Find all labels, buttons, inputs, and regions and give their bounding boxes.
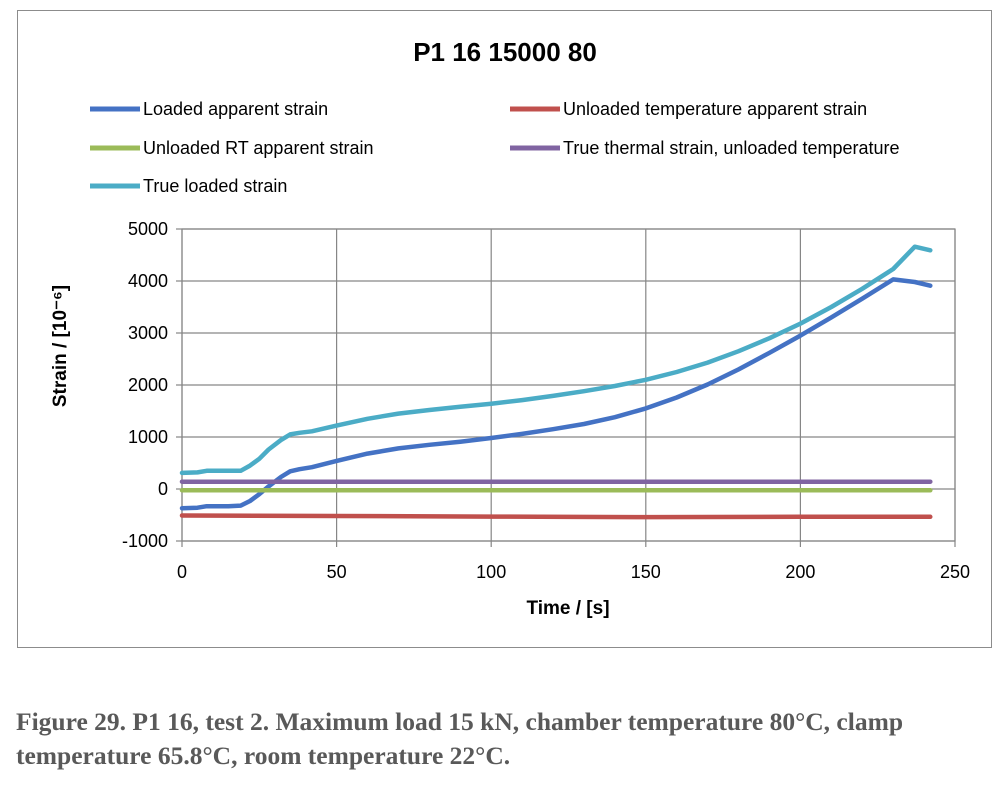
x-tick-label: 0: [177, 562, 187, 582]
y-tick-label: 3000: [128, 323, 168, 343]
series-line-0: [179, 277, 933, 511]
y-tick-label: 5000: [128, 219, 168, 239]
legend-label-0: Loaded apparent strain: [143, 99, 328, 119]
x-tick-label: 200: [785, 562, 815, 582]
chart-area: P1 16 15000 80 Loaded apparent strain Unl…: [17, 10, 992, 648]
y-tick-label: -1000: [122, 531, 168, 551]
x-tick-label: 150: [631, 562, 661, 582]
legend: Loaded apparent strain Unloaded temperatu…: [90, 99, 900, 196]
series-line-4: [179, 244, 933, 476]
legend-label-4: True loaded strain: [143, 176, 287, 196]
x-tick-label: 100: [476, 562, 506, 582]
y-tick-label: 0: [158, 479, 168, 499]
legend-label-1: Unloaded temperature apparent strain: [563, 99, 867, 119]
series-line-1: [179, 513, 933, 520]
figure-caption: Figure 29. P1 16, test 2. Maximum load 1…: [16, 707, 904, 770]
x-tick-label: 250: [940, 562, 970, 582]
y-tick-label: 4000: [128, 271, 168, 291]
legend-label-3: True thermal strain, unloaded temperatur…: [563, 138, 900, 158]
chart-title: P1 16 15000 80: [413, 37, 597, 67]
x-axis-title: Time / [s]: [526, 598, 609, 619]
y-axis-title: Strain / [10⁻⁶]: [50, 285, 71, 407]
axis-ticks: -1000 0 1000 2000 3000 4000 5000 0 50 100 150 200 25…: [122, 219, 970, 582]
legend-label-2: Unloaded RT apparent strain: [143, 138, 373, 158]
series-lines: [179, 244, 933, 520]
line-chart: P1 16 15000 80 Loaded apparent strain Unl…: [50, 37, 970, 619]
y-tick-label: 2000: [128, 375, 168, 395]
x-tick-label: 50: [327, 562, 347, 582]
gridlines: [181, 228, 956, 542]
y-tick-label: 1000: [128, 427, 168, 447]
